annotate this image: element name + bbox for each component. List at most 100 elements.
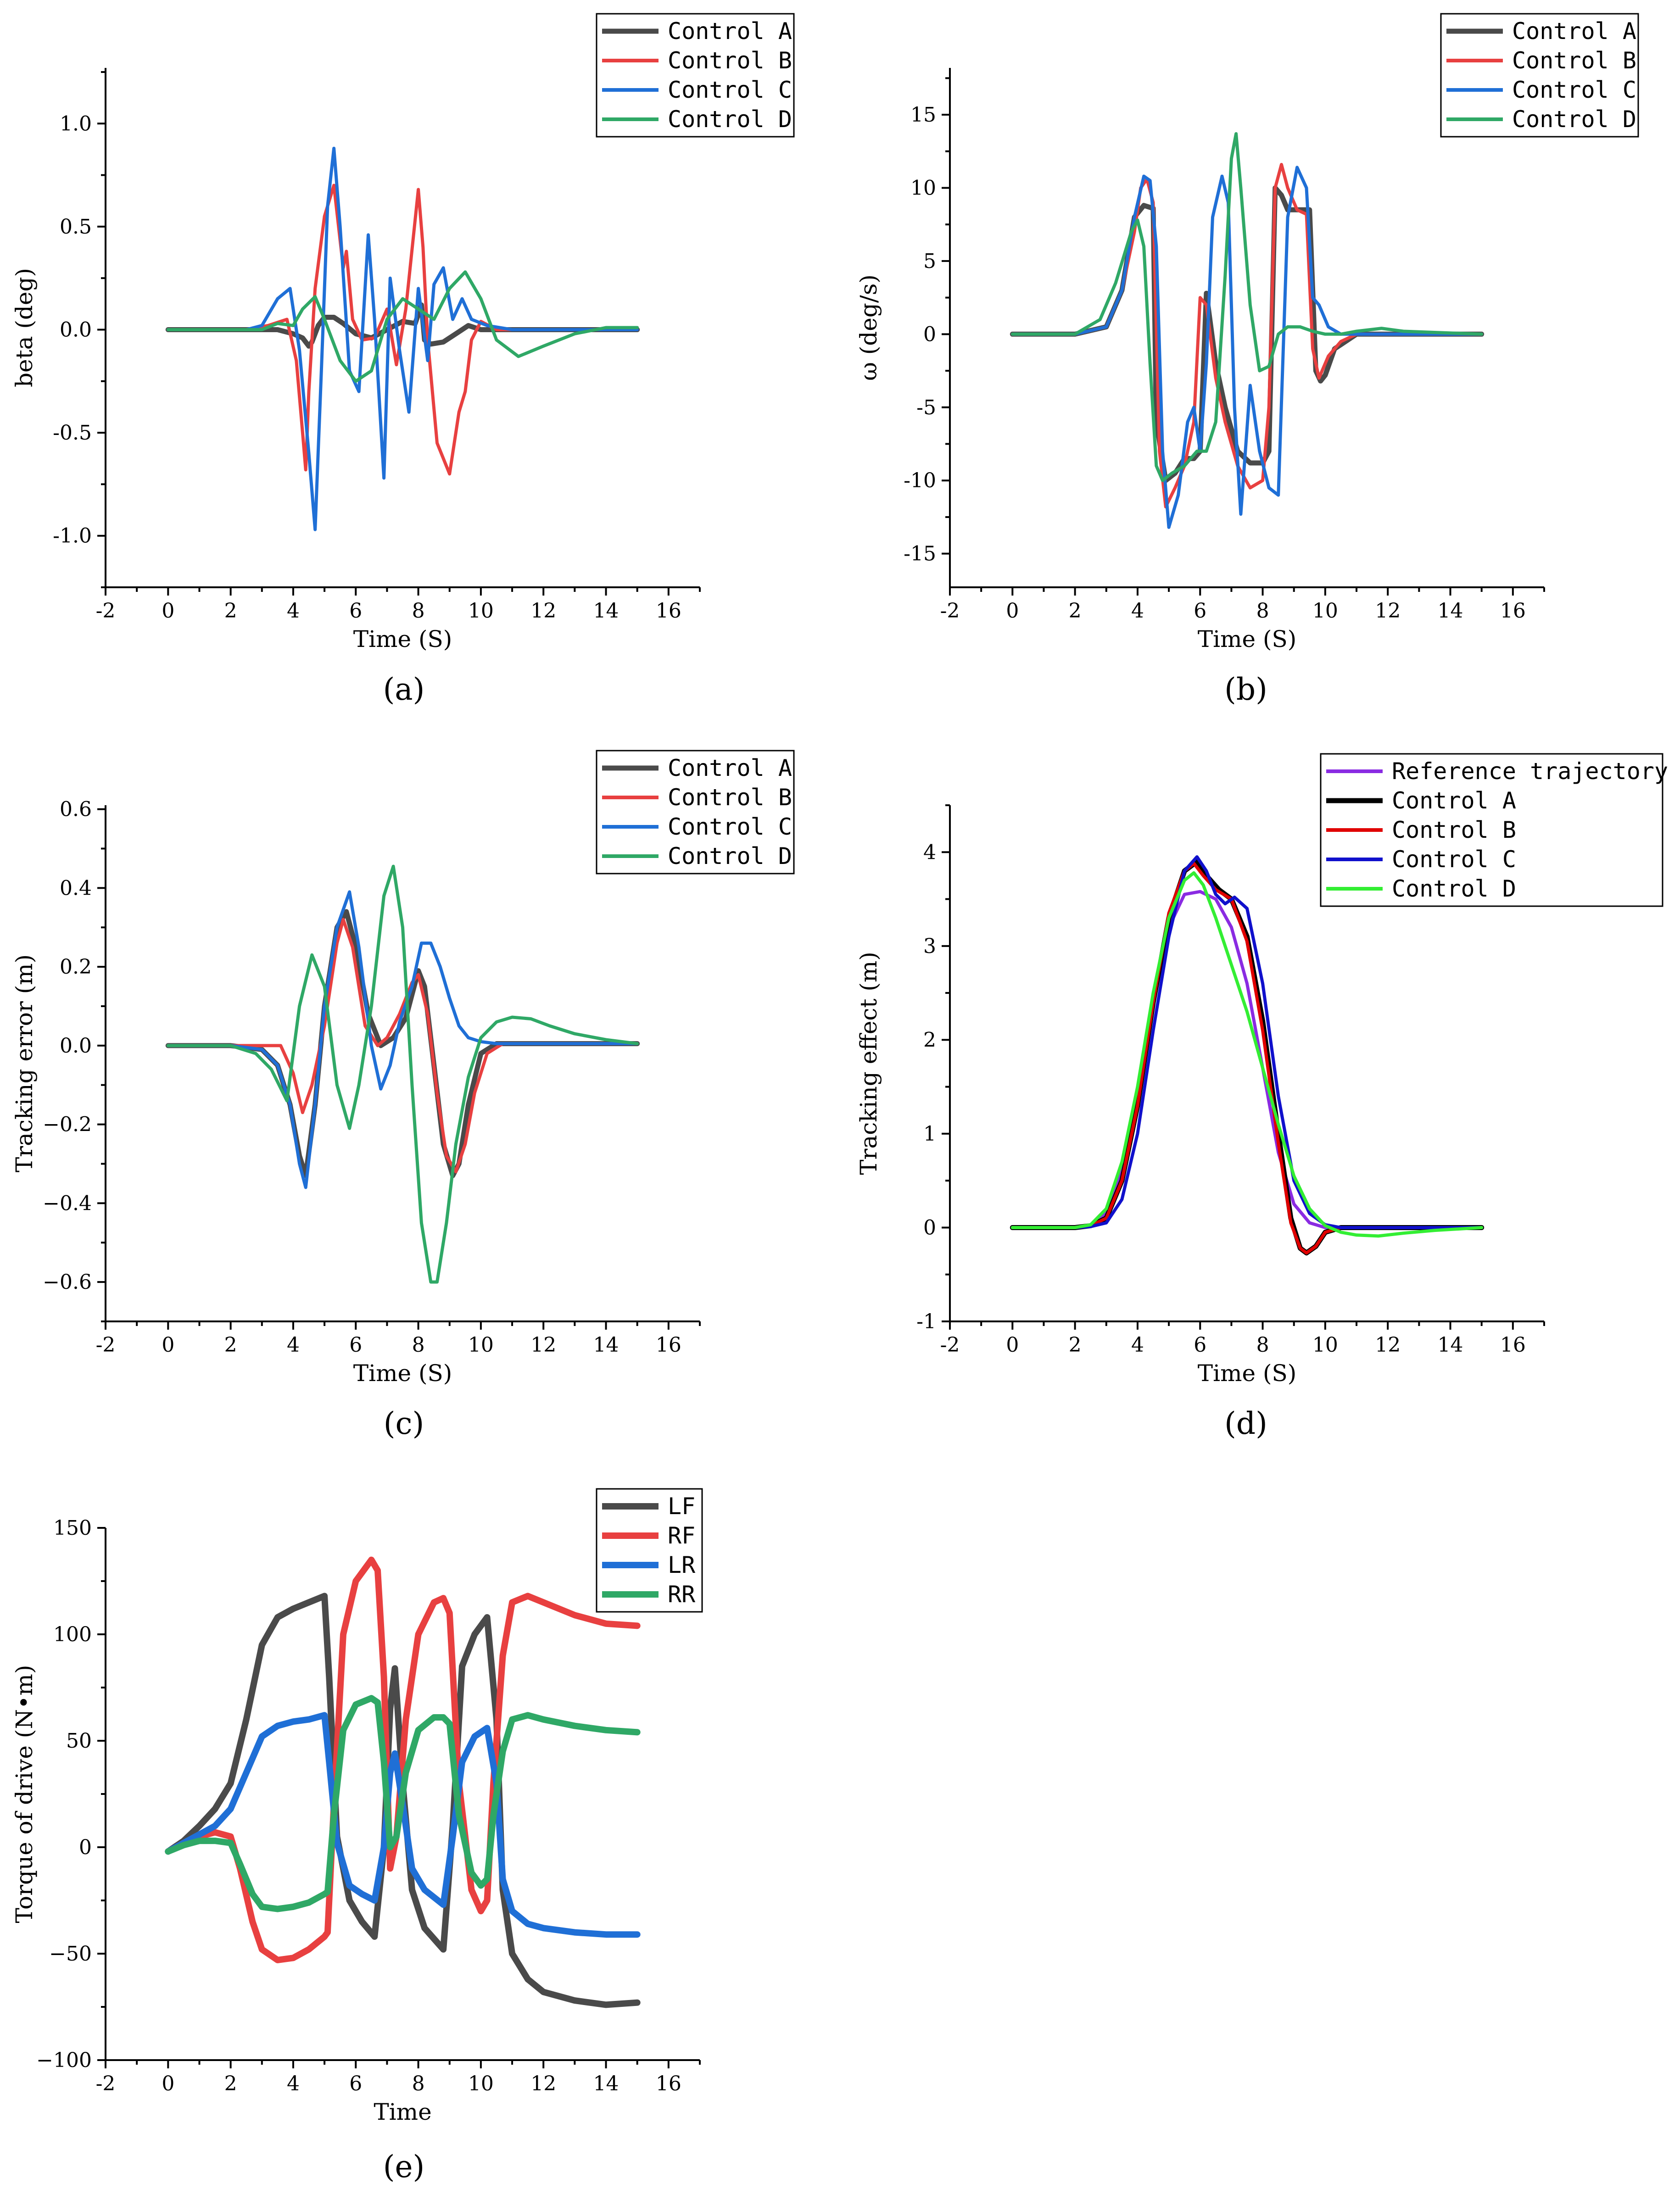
y-tick-label: 1.0 [60, 112, 92, 135]
x-tick-label: 16 [1500, 1333, 1526, 1357]
panel-caption: (c) [384, 1406, 424, 1441]
x-tick-label: 8 [412, 599, 425, 623]
legend-label: RF [668, 1522, 695, 1549]
y-tick-label: −100 [36, 2049, 92, 2072]
y-tick-label: 0 [923, 1216, 936, 1239]
y-tick-label: 0 [923, 323, 936, 346]
x-tick-label: 14 [1438, 1333, 1463, 1357]
y-tick-label: 0.5 [60, 215, 92, 239]
x-tick-label: -2 [940, 1333, 960, 1357]
x-tick-label: 2 [1069, 1333, 1082, 1357]
x-tick-label: 16 [656, 2072, 681, 2095]
legend-label: Control C [1392, 846, 1516, 873]
series-line-control-d [1010, 132, 1484, 482]
legend-box [596, 13, 795, 138]
x-tick-label: 6 [349, 2072, 362, 2095]
x-tick-label: 12 [530, 599, 556, 623]
x-axis-label: Time (S) [1198, 626, 1297, 652]
y-axis-label: Tracking error (m) [11, 954, 38, 1172]
series-line-control-b [166, 184, 639, 476]
x-tick-label: -2 [940, 599, 960, 623]
legend-label: Control C [668, 77, 792, 103]
x-tick-label: 2 [1069, 599, 1082, 623]
x-tick-label: 10 [1312, 599, 1338, 623]
legend-label: Control A [668, 755, 792, 781]
x-tick-label: 6 [1194, 1333, 1206, 1357]
y-tick-label: 10 [910, 176, 936, 200]
y-axis-label: beta (deg) [11, 268, 38, 387]
y-tick-label: 4 [923, 841, 936, 864]
x-axis-label: Time [374, 2099, 431, 2125]
x-tick-label: 0 [162, 1333, 174, 1357]
series-line-control-c [1010, 855, 1484, 1229]
x-tick-label: 12 [530, 1333, 556, 1357]
legend-label: Control B [668, 47, 792, 74]
x-tick-label: 16 [1500, 599, 1526, 623]
legend-label: Control A [1512, 18, 1636, 45]
legend-label: Control D [1512, 106, 1636, 133]
legend-label: RR [668, 1581, 696, 1608]
x-tick-label: 2 [224, 1333, 237, 1357]
y-tick-label: −0.4 [43, 1192, 92, 1215]
legend-label: Control C [668, 813, 792, 840]
x-tick-label: 10 [1312, 1333, 1338, 1357]
y-tick-label: -15 [904, 542, 936, 566]
series-line-control-b [1010, 862, 1484, 1255]
x-tick-label: 4 [287, 1333, 300, 1357]
series-line-control-d [166, 270, 639, 383]
x-tick-label: 2 [224, 599, 237, 623]
y-tick-label: 0.2 [60, 955, 92, 979]
y-axis-label: Tracking effect (m) [855, 952, 882, 1175]
series-line-control-b [166, 918, 639, 1174]
x-axis-label: Time (S) [353, 626, 452, 652]
x-tick-label: 14 [1438, 599, 1463, 623]
y-tick-label: 0.0 [60, 1034, 92, 1058]
panel-caption: (b) [1224, 672, 1267, 707]
series-line-control-c [166, 146, 639, 531]
series-line-control-c [166, 890, 639, 1189]
legend-label: Control B [668, 784, 792, 811]
legend-label: Control A [668, 18, 792, 45]
legend-label: Control B [1512, 47, 1636, 74]
legend-label: LF [668, 1493, 695, 1520]
y-tick-label: -0.5 [53, 421, 92, 445]
y-tick-label: -1.0 [53, 524, 92, 548]
x-axis-label: Time (S) [353, 1360, 452, 1387]
series-line-control-c [1010, 166, 1484, 529]
y-tick-label: 5 [923, 250, 936, 273]
panel-caption: (e) [383, 2149, 425, 2184]
x-tick-label: 14 [593, 599, 619, 623]
series-line-lr [165, 1712, 641, 1938]
panel-caption: (d) [1224, 1406, 1267, 1441]
y-tick-label: 1 [923, 1122, 936, 1146]
x-tick-label: 6 [1194, 599, 1206, 623]
x-tick-label: 4 [287, 599, 300, 623]
legend-label: Control C [1512, 77, 1636, 103]
x-tick-label: 4 [1131, 1333, 1144, 1357]
y-tick-label: 0.0 [60, 318, 92, 341]
y-tick-label: 0 [79, 1836, 92, 1859]
y-tick-label: −50 [49, 1942, 92, 1966]
x-tick-label: 6 [349, 599, 362, 623]
x-tick-label: 16 [656, 1333, 681, 1357]
y-axis-label: ω (deg/s) [855, 274, 882, 381]
y-tick-label: 2 [923, 1028, 936, 1052]
y-tick-label: −0.2 [43, 1113, 92, 1136]
y-tick-label: -1 [916, 1310, 936, 1333]
y-tick-label: 100 [53, 1623, 92, 1646]
y-tick-label: 0.6 [60, 798, 92, 821]
legend-label: Control B [1392, 817, 1516, 843]
y-tick-label: 150 [53, 1516, 92, 1540]
x-tick-label: 8 [412, 1333, 425, 1357]
legend-label: Control D [668, 106, 792, 133]
y-axis-label: Torque of drive (N•m) [11, 1665, 38, 1923]
y-tick-label: 3 [923, 935, 936, 958]
x-tick-label: 16 [656, 599, 681, 623]
x-tick-label: 10 [468, 1333, 494, 1357]
legend-label: LR [668, 1552, 696, 1578]
legend-box [1440, 13, 1639, 138]
x-tick-label: -2 [96, 599, 116, 623]
